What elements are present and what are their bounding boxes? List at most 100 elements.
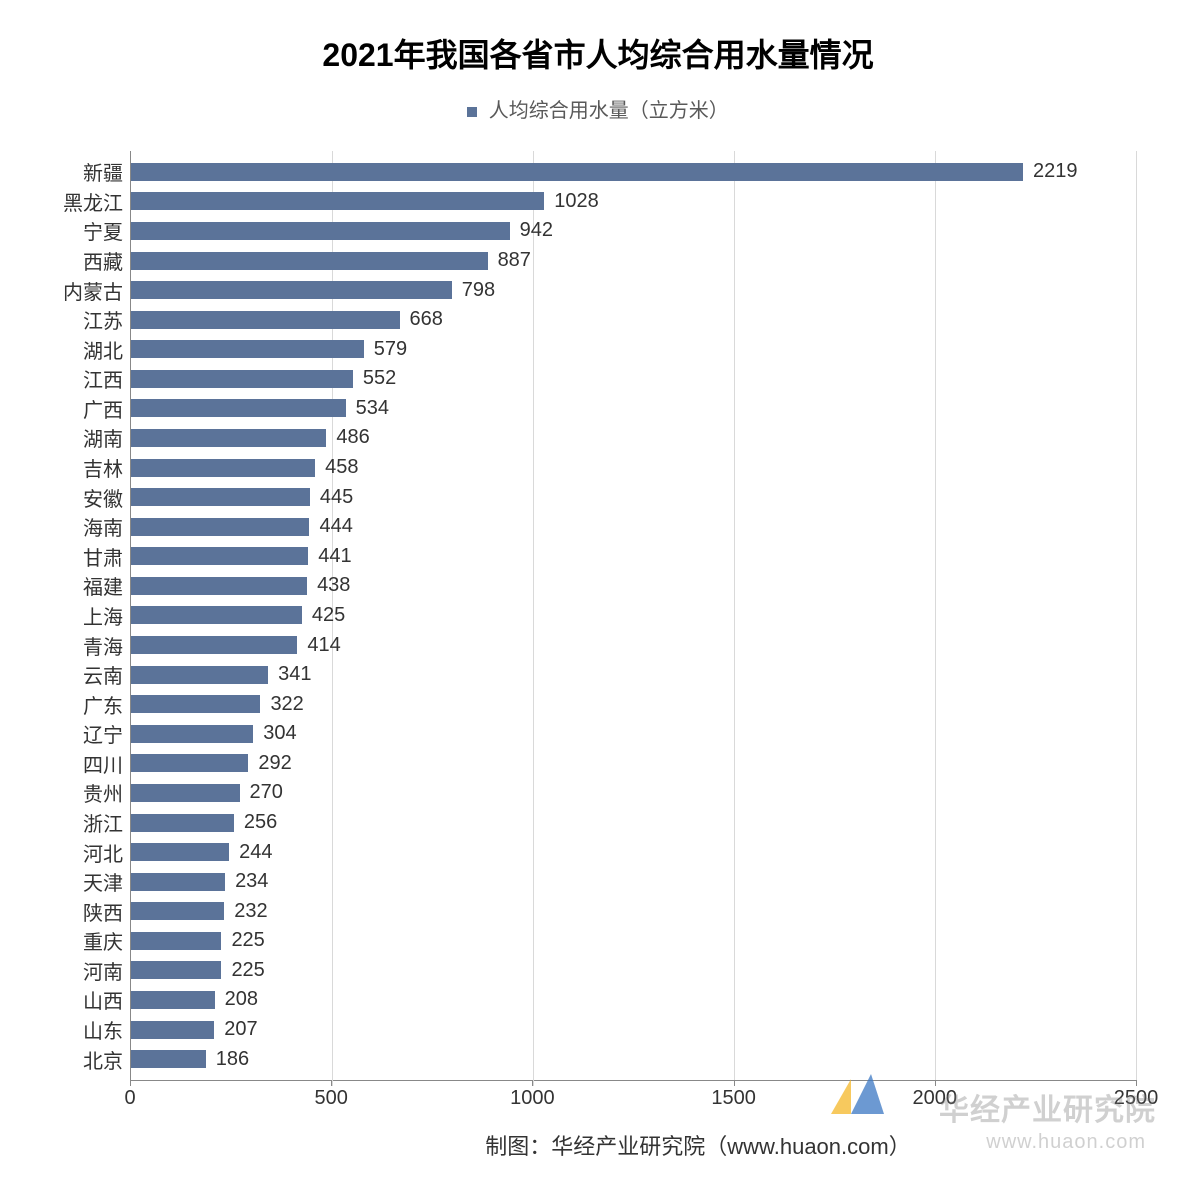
bar	[131, 961, 221, 979]
bar-category-label: 宁夏	[83, 216, 131, 245]
bar	[131, 311, 400, 329]
bar-category-label: 甘肃	[83, 542, 131, 571]
bar	[131, 547, 308, 565]
bar-category-label: 河北	[83, 838, 131, 867]
bar-row: 河南225	[131, 956, 1136, 986]
bar	[131, 695, 260, 713]
bar-category-label: 山西	[83, 985, 131, 1014]
bar-value-label: 668	[410, 308, 443, 331]
bar-value-label: 304	[263, 722, 296, 745]
bar-value-label: 2219	[1033, 160, 1078, 183]
bar-value-label: 244	[239, 841, 272, 864]
bar	[131, 1021, 214, 1039]
bar-value-label: 438	[317, 574, 350, 597]
bar-row: 天津234	[131, 867, 1136, 897]
bar-value-label: 942	[520, 219, 553, 242]
bar-row: 陕西232	[131, 896, 1136, 926]
bar-value-label: 579	[374, 338, 407, 361]
bar-value-label: 232	[234, 900, 267, 923]
bar-category-label: 湖北	[83, 335, 131, 364]
bar	[131, 399, 346, 417]
bar-category-label: 安徽	[83, 483, 131, 512]
bar-row: 广西534	[131, 394, 1136, 424]
bar-row: 辽宁304	[131, 719, 1136, 749]
bar-category-label: 内蒙古	[63, 276, 131, 305]
bar-value-label: 270	[250, 781, 283, 804]
legend-marker	[467, 107, 477, 117]
chart-legend: 人均综合用水量（立方米）	[30, 94, 1166, 123]
bar	[131, 1050, 206, 1068]
bar	[131, 666, 268, 684]
bar-row: 重庆225	[131, 926, 1136, 956]
bar-row: 江西552	[131, 364, 1136, 394]
bar-row: 上海425	[131, 601, 1136, 631]
bar-category-label: 青海	[83, 631, 131, 660]
bar-value-label: 207	[224, 1018, 257, 1041]
bar-category-label: 四川	[83, 749, 131, 778]
bar-category-label: 河南	[83, 956, 131, 985]
bar-category-label: 天津	[83, 867, 131, 896]
x-tick-label: 500	[315, 1087, 348, 1110]
bar-row: 青海414	[131, 630, 1136, 660]
bar-category-label: 西藏	[83, 246, 131, 275]
bar-row: 内蒙古798	[131, 275, 1136, 305]
chart-title: 2021年我国各省市人均综合用水量情况	[30, 30, 1166, 76]
bar	[131, 784, 240, 802]
bar	[131, 636, 297, 654]
bar-category-label: 上海	[83, 601, 131, 630]
bar-value-label: 322	[270, 693, 303, 716]
bars-group: 新疆2219黑龙江1028宁夏942西藏887内蒙古798江苏668湖北579江…	[131, 151, 1136, 1080]
bar-row: 安徽445	[131, 482, 1136, 512]
bar-row: 甘肃441	[131, 542, 1136, 572]
x-tick-label: 0	[124, 1087, 135, 1110]
bar-row: 山西208	[131, 985, 1136, 1015]
bar	[131, 725, 253, 743]
bar-value-label: 441	[318, 545, 351, 568]
bar-row: 浙江256	[131, 808, 1136, 838]
bar	[131, 754, 248, 772]
bar-row: 海南444	[131, 512, 1136, 542]
bar	[131, 163, 1023, 181]
bar	[131, 370, 353, 388]
bar-value-label: 458	[325, 456, 358, 479]
bar-row: 山东207	[131, 1015, 1136, 1045]
bar-value-label: 552	[363, 367, 396, 390]
bar-row: 四川292	[131, 749, 1136, 779]
legend-label: 人均综合用水量（立方米）	[489, 100, 729, 122]
bar	[131, 606, 302, 624]
x-tick-mark	[935, 1080, 936, 1086]
bar-row: 西藏887	[131, 246, 1136, 276]
bar-value-label: 887	[498, 249, 531, 272]
bar-row: 湖南486	[131, 423, 1136, 453]
watermark-text: 华经产业研究院	[939, 1085, 1156, 1129]
bar-category-label: 辽宁	[83, 719, 131, 748]
bar-category-label: 重庆	[83, 926, 131, 955]
bar	[131, 281, 452, 299]
bar	[131, 459, 315, 477]
bar	[131, 222, 510, 240]
bar-row: 河北244	[131, 837, 1136, 867]
bar-value-label: 534	[356, 397, 389, 420]
bar-row: 广东322	[131, 689, 1136, 719]
bar	[131, 518, 309, 536]
bar-row: 云南341	[131, 660, 1136, 690]
bar-category-label: 北京	[83, 1045, 131, 1074]
bar-row: 吉林458	[131, 453, 1136, 483]
bar-category-label: 贵州	[83, 778, 131, 807]
bar	[131, 429, 326, 447]
bar-value-label: 225	[231, 929, 264, 952]
bar-category-label: 吉林	[83, 453, 131, 482]
bar	[131, 814, 234, 832]
bar-row: 黑龙江1028	[131, 187, 1136, 217]
bar	[131, 991, 215, 1009]
bar-category-label: 江苏	[83, 305, 131, 334]
bar-row: 贵州270	[131, 778, 1136, 808]
bar	[131, 488, 310, 506]
bar-category-label: 云南	[83, 660, 131, 689]
gridline	[1136, 151, 1137, 1086]
x-tick-mark	[734, 1080, 735, 1086]
chart-container: 2021年我国各省市人均综合用水量情况 人均综合用水量（立方米） 新疆2219黑…	[0, 0, 1196, 1204]
bar-value-label: 444	[319, 515, 352, 538]
watermark-logo-icon	[826, 1069, 886, 1119]
bar-category-label: 陕西	[83, 897, 131, 926]
